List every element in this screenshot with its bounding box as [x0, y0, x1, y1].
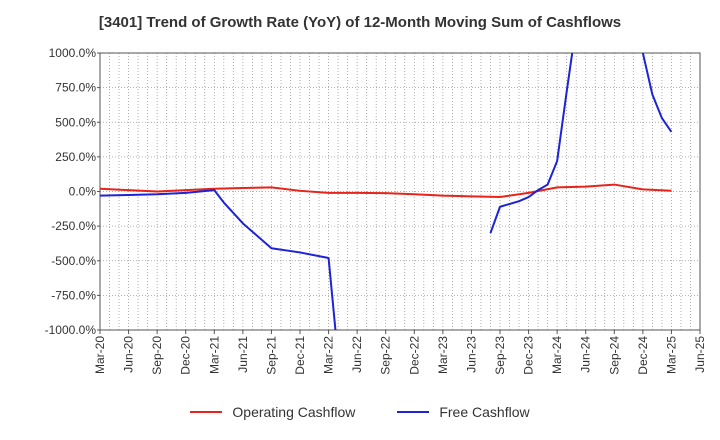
- axis-layer: -1000.0% -750.0% -500.0% -250.0% 0.0% 250.0% 5…: [45, 46, 707, 375]
- x-tick-label: Dec-21: [293, 336, 307, 375]
- x-tick-label: Jun-21: [236, 336, 250, 373]
- series-layer: [100, 53, 673, 330]
- y-tick-label: 250.0%: [55, 150, 96, 164]
- x-tick-label: Sep-20: [150, 336, 164, 375]
- legend-item-free-cashflow: Free Cashflow: [397, 404, 530, 420]
- x-tick-label: Mar-21: [207, 336, 221, 374]
- x-tick-label: Jun-24: [579, 336, 593, 373]
- x-tick-label: Jun-22: [350, 336, 364, 373]
- y-tick-label: 1000.0%: [49, 46, 97, 60]
- free-cashflow-line: [641, 53, 673, 133]
- x-tick-label: Sep-24: [607, 336, 621, 375]
- x-tick-label: Dec-24: [636, 336, 650, 375]
- x-tick-label: Mar-20: [93, 336, 107, 374]
- legend-swatch-free: [397, 411, 430, 413]
- operating-cashflow-line: [100, 183, 672, 199]
- legend-swatch-operating: [190, 411, 223, 413]
- free-cashflow-line: [489, 53, 574, 234]
- x-tick-label: Dec-23: [522, 336, 536, 375]
- x-tick-label: Jun-25: [693, 336, 707, 373]
- x-tick-label: Dec-20: [179, 336, 193, 375]
- x-tick-label: Jun-23: [464, 336, 478, 373]
- x-tick-label: Mar-25: [664, 336, 678, 374]
- x-tick-label: Sep-23: [493, 336, 507, 375]
- y-tick-label: -500.0%: [51, 254, 96, 268]
- x-tick-label: Sep-22: [379, 336, 393, 375]
- y-tick-label: 500.0%: [55, 115, 96, 129]
- y-tick-label: 0.0%: [69, 185, 97, 199]
- x-tick-label: Mar-23: [436, 336, 450, 374]
- x-tick-label: Mar-24: [550, 336, 564, 374]
- chart-title: [3401] Trend of Growth Rate (YoY) of 12-…: [98, 14, 622, 31]
- legend-label-free: Free Cashflow: [439, 404, 530, 420]
- x-tick-label: Mar-22: [322, 336, 336, 374]
- legend-label-operating: Operating Cashflow: [232, 404, 356, 420]
- legend-item-operating-cashflow: Operating Cashflow: [190, 404, 355, 420]
- y-tick-label: -250.0%: [51, 219, 96, 233]
- y-tick-label: -750.0%: [51, 288, 96, 302]
- x-tick-label: Dec-22: [407, 336, 421, 375]
- x-tick-label: Jun-20: [122, 336, 136, 373]
- free-cashflow-line: [100, 189, 337, 330]
- legend: Operating Cashflow Free Cashflow: [0, 404, 720, 420]
- y-tick-label: 750.0%: [55, 81, 96, 95]
- y-tick-label: -1000.0%: [45, 323, 97, 337]
- x-tick-label: Sep-21: [264, 336, 278, 375]
